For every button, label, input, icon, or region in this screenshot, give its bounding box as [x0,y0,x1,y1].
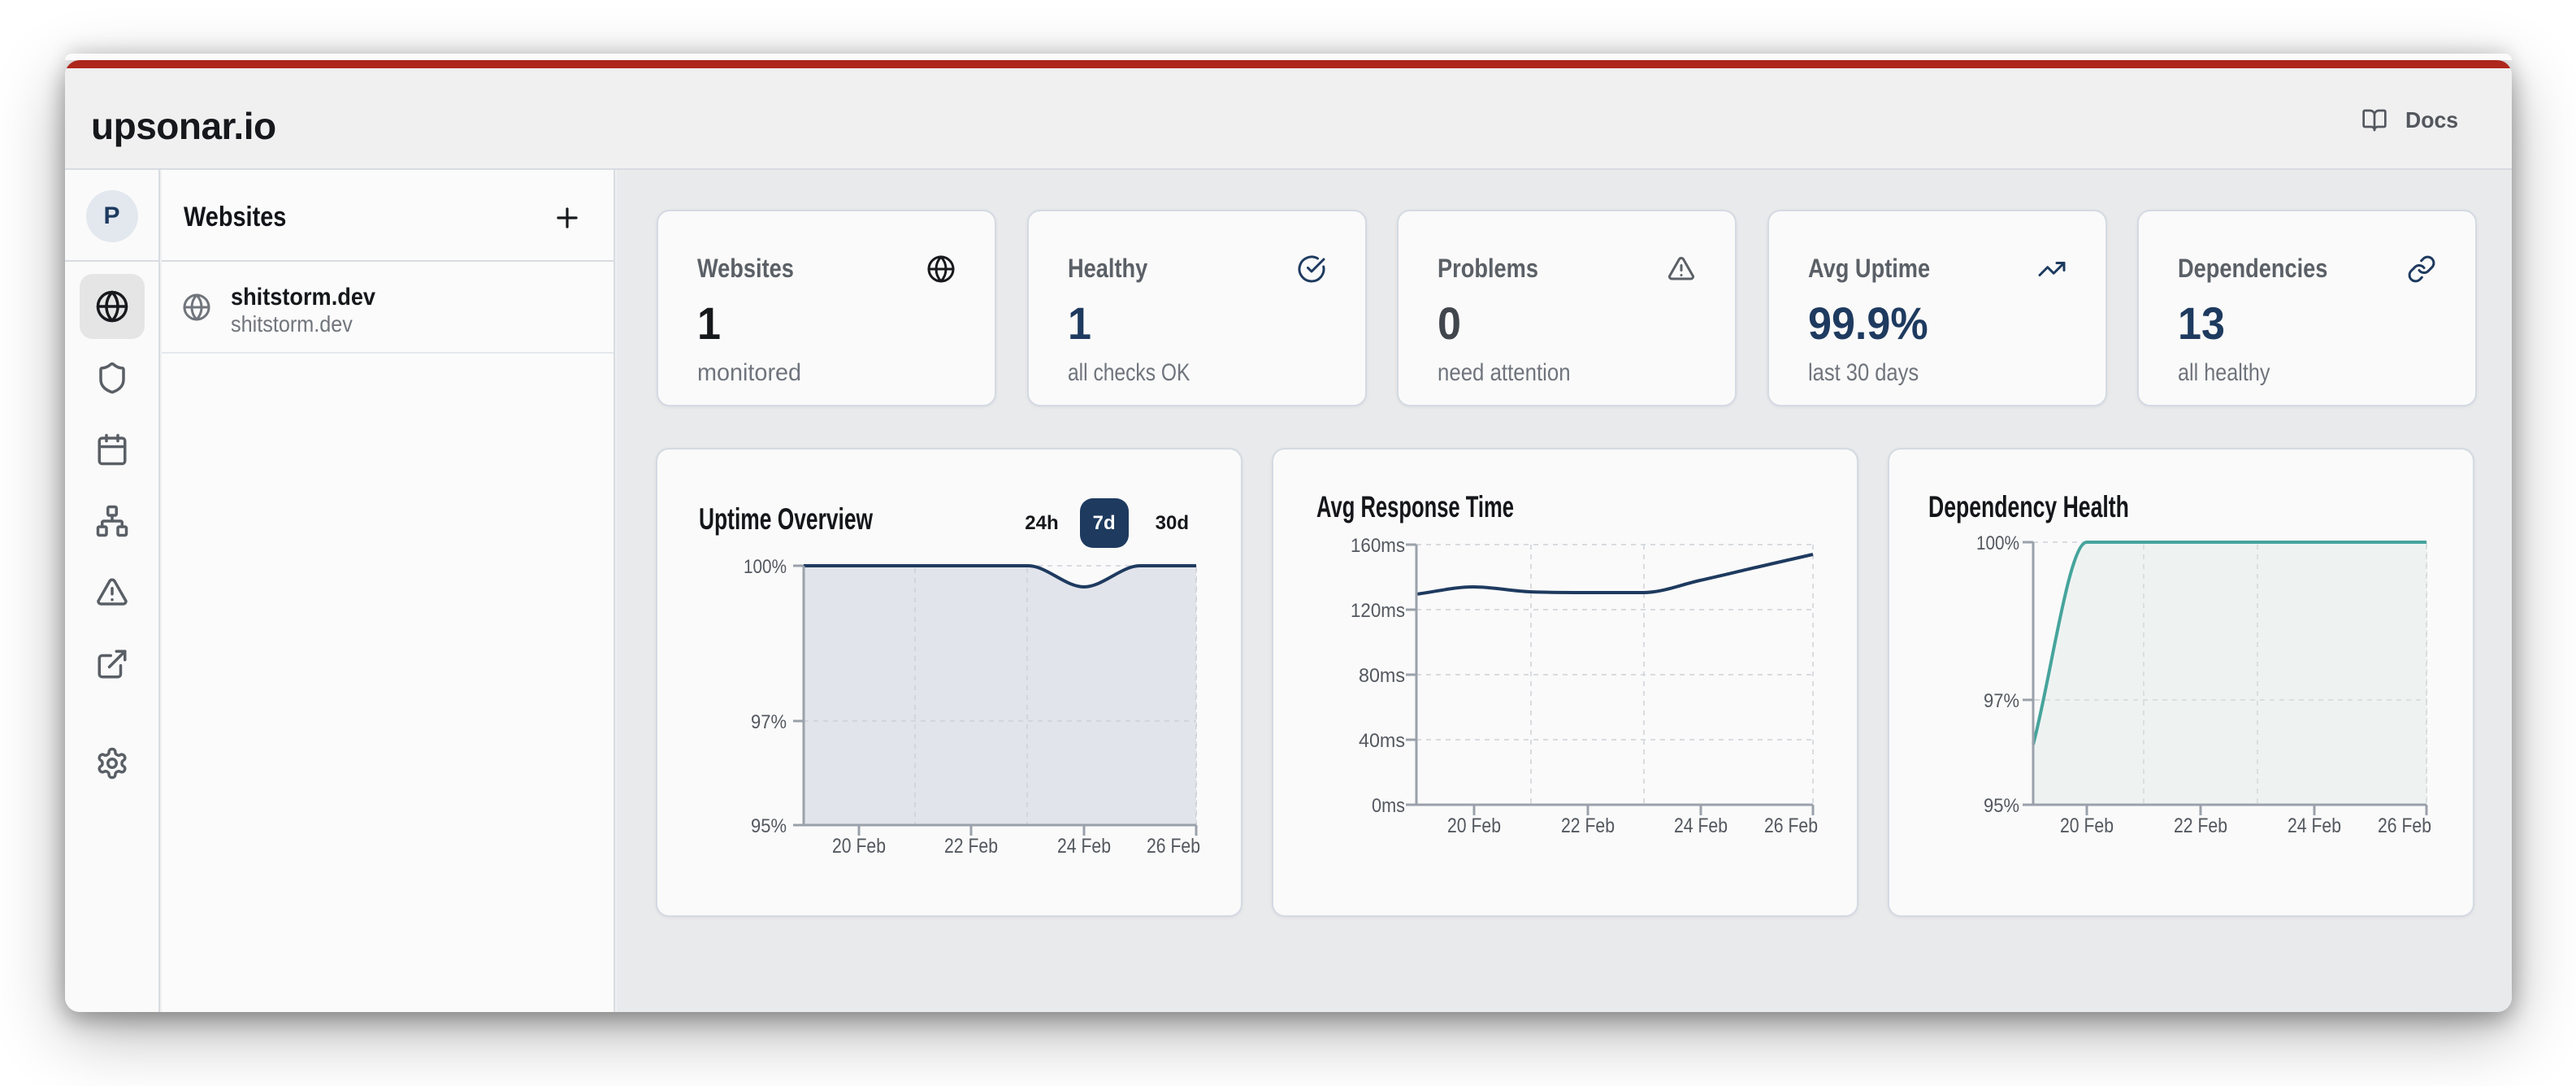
svg-text:80ms: 80ms [1359,665,1405,687]
svg-text:97%: 97% [751,711,787,733]
svg-text:22 Feb: 22 Feb [1561,814,1615,837]
svg-text:0ms: 0ms [1372,795,1405,817]
svg-text:26 Feb: 26 Feb [1764,814,1818,837]
svg-text:40ms: 40ms [1359,730,1405,752]
svg-text:20 Feb: 20 Feb [832,835,886,858]
svg-text:120ms: 120ms [1351,600,1405,622]
svg-text:22 Feb: 22 Feb [944,835,998,858]
svg-text:95%: 95% [751,815,787,837]
svg-text:160ms: 160ms [1351,535,1405,557]
svg-text:24 Feb: 24 Feb [2288,814,2341,837]
svg-text:20 Feb: 20 Feb [1447,814,1501,837]
svg-text:22 Feb: 22 Feb [2174,814,2227,837]
svg-text:100%: 100% [1976,532,2019,554]
svg-text:24 Feb: 24 Feb [1057,835,1111,858]
svg-text:95%: 95% [1984,795,2019,817]
svg-text:97%: 97% [1984,690,2019,712]
svg-text:26 Feb: 26 Feb [1147,835,1200,858]
svg-text:24 Feb: 24 Feb [1674,814,1728,837]
svg-text:100%: 100% [744,556,787,578]
svg-text:26 Feb: 26 Feb [2378,814,2431,837]
svg-text:20 Feb: 20 Feb [2060,814,2114,837]
